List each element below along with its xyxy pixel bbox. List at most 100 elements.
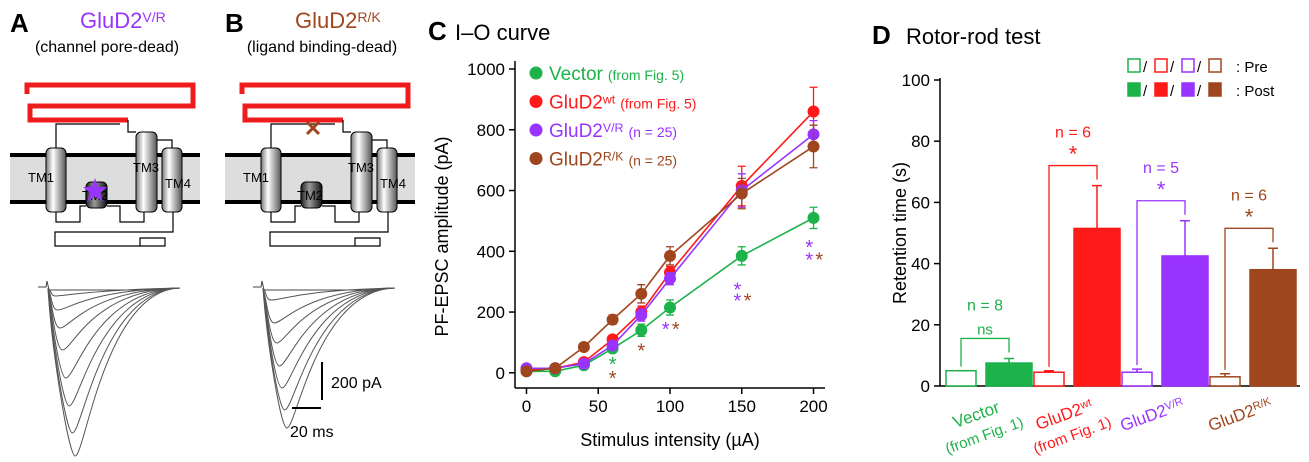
chart-title: Rotor-rod test [906, 24, 1041, 49]
chart-title: I–O curve [455, 20, 550, 45]
legend-swatch [1127, 58, 1141, 73]
error-bar [1132, 368, 1142, 373]
significance-mark: * [1157, 177, 1166, 202]
data-point [635, 287, 648, 300]
data-point [664, 301, 676, 314]
significance-mark: * [815, 249, 823, 271]
ligand-domain [239, 82, 411, 123]
y-tick-label: 400 [477, 242, 505, 261]
tm-label: TM1 [243, 170, 269, 185]
note: (n = 25) [628, 153, 677, 169]
data-point [606, 313, 619, 326]
y-tick-label: 0 [496, 364, 505, 383]
text-main: GluD2 [549, 121, 603, 142]
legend-swatch [1208, 82, 1222, 97]
y-axis-label: Retention time (s) [890, 162, 910, 304]
legend-marker [529, 66, 543, 80]
bar [1121, 371, 1153, 387]
data-point [807, 211, 820, 224]
superscript: R/K [1251, 395, 1273, 413]
linker [342, 120, 351, 133]
ligand-domain [24, 82, 196, 123]
y-axis-label: PF-EPSC amplitude (pA) [432, 136, 452, 336]
error-bar [1004, 357, 1014, 364]
significance-mark: * [672, 319, 680, 341]
series-line [526, 217, 814, 373]
bar [1073, 227, 1121, 387]
c-tail [269, 212, 389, 247]
mutation-mark [83, 178, 107, 202]
bar [1033, 371, 1065, 387]
text-main: GluD2 [1118, 401, 1170, 435]
superscript: wt [1078, 397, 1093, 412]
y-tick-label: 200 [477, 303, 505, 322]
group-n: n = 6 [1231, 187, 1267, 204]
data-point [807, 105, 820, 118]
epsc-trace [47, 287, 181, 457]
superscript: R/K [357, 9, 381, 25]
y-tick-label: 1000 [467, 60, 505, 79]
epsc-trace [262, 287, 396, 324]
y-tick-label: 600 [477, 182, 505, 201]
text-main: GluD2 [80, 8, 142, 33]
panel-label: A [10, 8, 29, 38]
epsc-trace [47, 287, 181, 351]
x-tick-label: 200 [799, 397, 827, 416]
legend-separator: / [1197, 83, 1202, 100]
loop [322, 205, 360, 223]
helix [300, 181, 323, 209]
c-tail [54, 212, 174, 247]
panel-label: D [872, 20, 891, 50]
note: (from Fig. 5) [608, 67, 684, 83]
legend-label: : Pre [1236, 59, 1268, 76]
epsc-trace [262, 287, 396, 367]
data-point [735, 187, 748, 200]
significance-bracket [1048, 164, 1098, 367]
helix [376, 147, 398, 213]
mutation-mark [305, 120, 321, 136]
legend-swatch [1154, 58, 1168, 73]
category-label: GluD2V/R [1118, 395, 1187, 436]
legend-separator: / [1197, 59, 1202, 76]
epsc-trace [47, 287, 181, 311]
loop [55, 205, 86, 223]
data-point [577, 357, 590, 370]
linker [127, 120, 136, 133]
legend-swatch [1208, 58, 1222, 73]
bar [1161, 255, 1209, 387]
y-tick-label: 800 [477, 121, 505, 140]
text-main: GluD2 [549, 150, 603, 171]
x-tick-label: 150 [728, 397, 756, 416]
data-point [577, 340, 590, 353]
data-point [635, 309, 648, 322]
significance-mark: * [734, 290, 742, 312]
significance-mark: * [744, 290, 752, 312]
legend-swatch [1127, 82, 1141, 97]
epsc-trace [262, 287, 396, 301]
loop [107, 205, 145, 223]
epsc-trace [47, 287, 181, 407]
error-bar [1220, 373, 1230, 377]
epsc-trace [47, 287, 181, 297]
data-point [807, 140, 820, 153]
text-main: GluD2 [295, 8, 357, 33]
panel-title: GluD2V/R [80, 8, 166, 33]
data-point [664, 249, 676, 262]
linker [155, 139, 173, 148]
tm-label: TM1 [28, 170, 54, 185]
tm-label: TM3 [348, 160, 374, 175]
group-n: n = 8 [967, 297, 1003, 314]
superscript: V/R [603, 121, 624, 135]
panel-title: GluD2R/K [295, 8, 381, 33]
legend-swatch [1181, 82, 1195, 97]
bar [985, 362, 1033, 387]
epsc-trace [47, 287, 181, 434]
error-bar [1044, 369, 1054, 373]
data-point [606, 339, 619, 352]
helix [350, 131, 373, 213]
scale-label: 20 ms [290, 424, 334, 441]
x-tick-label: 50 [589, 397, 608, 416]
scale-label: 200 pA [331, 375, 382, 392]
y-tick-label: 100 [902, 71, 930, 90]
tm-label: TM4 [380, 176, 406, 191]
